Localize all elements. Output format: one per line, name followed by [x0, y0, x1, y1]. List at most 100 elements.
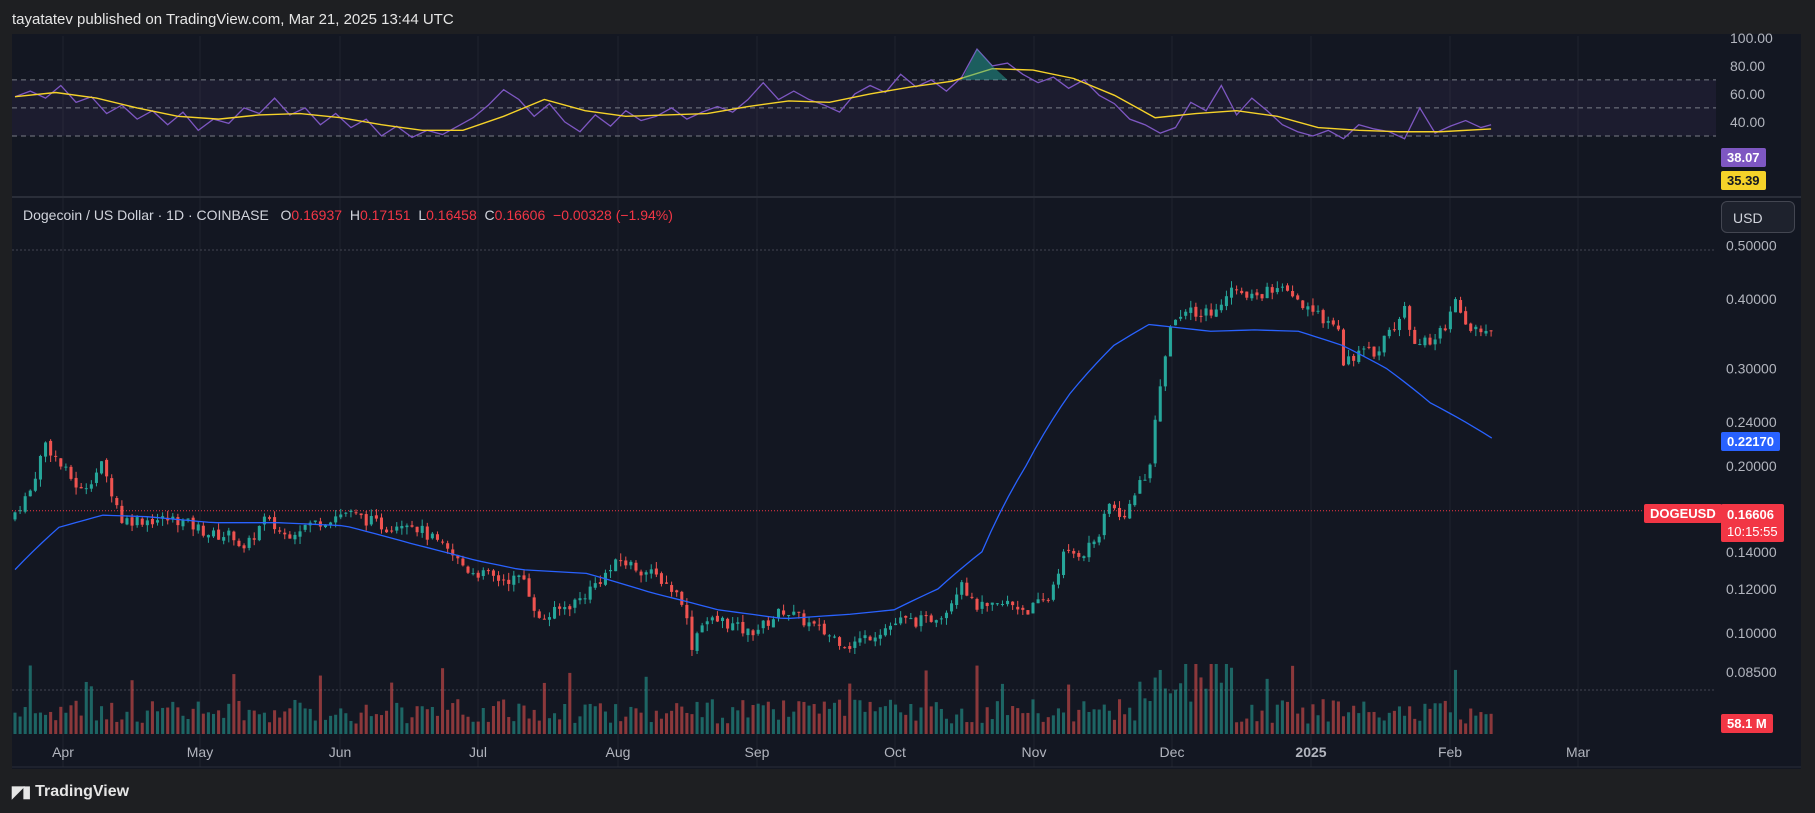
- volume-bar: [822, 701, 826, 734]
- volume-bar: [1240, 721, 1244, 734]
- candle-body: [1331, 320, 1335, 325]
- candle-body: [1194, 306, 1198, 317]
- price-value: 0.16606: [1727, 507, 1774, 522]
- volume-bar: [695, 701, 699, 734]
- candle-body: [761, 620, 765, 629]
- volume-bar: [379, 715, 384, 734]
- rsi-axis-tick: 60.00: [1730, 86, 1765, 102]
- volume-bar: [385, 710, 389, 734]
- volume-bar: [171, 701, 175, 734]
- candle-body: [975, 598, 979, 610]
- candle-body: [211, 530, 216, 537]
- volume-bar: [1194, 664, 1198, 734]
- candle-body: [476, 572, 480, 578]
- volume-bar: [1067, 684, 1071, 734]
- volume-bar: [349, 720, 353, 734]
- volume-bar: [1403, 715, 1407, 734]
- publisher-header: tayatatev published on TradingView.com, …: [12, 11, 454, 28]
- candle-body: [629, 561, 633, 566]
- volume-bar: [970, 722, 974, 734]
- volume-bar: [558, 719, 562, 734]
- candle-body: [970, 596, 974, 598]
- volume-bar: [18, 716, 22, 734]
- volume-bar: [1469, 708, 1473, 734]
- volume-bar: [1173, 689, 1178, 734]
- candle-body: [924, 615, 928, 617]
- candle-body: [1392, 329, 1396, 331]
- volume-bar: [1087, 711, 1091, 734]
- currency-selector[interactable]: USD: [1721, 201, 1795, 233]
- candle-body: [939, 618, 943, 620]
- volume-bar: [1112, 719, 1116, 734]
- candle-body: [1453, 299, 1457, 313]
- candle-body: [578, 598, 582, 601]
- candle-body: [965, 582, 969, 596]
- volume-bar: [110, 702, 114, 734]
- candle-body: [832, 636, 837, 638]
- rsi-axis-tick: 40.00: [1730, 114, 1765, 130]
- volume-bar: [451, 703, 455, 734]
- volume-bar: [527, 718, 531, 734]
- candle-body: [359, 513, 363, 516]
- volume-bar: [644, 676, 648, 734]
- symbol-name[interactable]: Dogecoin / US Dollar · 1D · COINBASE: [23, 207, 269, 223]
- price-axis[interactable]: 100.00 80.00 60.00 40.00 0.50000 0.40000 0.300…: [1726, 30, 1777, 680]
- candle-body: [690, 616, 694, 650]
- volume-bar: [105, 719, 109, 734]
- volume-bar: [344, 713, 348, 734]
- volume-bar: [1331, 700, 1335, 734]
- candle-body: [135, 517, 139, 526]
- rsi-value-tag: 38.07: [1721, 148, 1766, 167]
- volume-bar: [278, 717, 282, 734]
- volume-bar: [354, 723, 358, 734]
- candle-body: [1041, 599, 1045, 601]
- candle-body: [1087, 542, 1091, 558]
- volume-bar: [125, 711, 129, 734]
- candle-body: [1006, 600, 1010, 605]
- volume-bar: [257, 714, 261, 734]
- volume-bar: [1459, 719, 1463, 734]
- candle-body: [145, 520, 149, 526]
- time-axis-label: May: [187, 744, 213, 760]
- candle-body: [731, 623, 735, 631]
- candle-body: [726, 618, 730, 629]
- candle-body: [410, 525, 414, 527]
- volume-bar: [1311, 704, 1315, 734]
- change-value: −0.00328 (−1.94%): [553, 207, 673, 223]
- candle-body: [1031, 602, 1035, 614]
- candle-body: [817, 624, 821, 626]
- candle-body: [950, 603, 954, 612]
- volume-bar: [512, 721, 516, 734]
- volume-bar: [792, 711, 796, 734]
- volume-bar: [1265, 678, 1269, 734]
- candle-body: [807, 622, 811, 627]
- volume-bar: [634, 708, 638, 734]
- volume-bar: [914, 720, 918, 734]
- candle-body: [1352, 355, 1356, 361]
- low-value: 0.16458: [426, 207, 477, 223]
- volume-bar: [339, 708, 343, 734]
- volume-bar: [1041, 721, 1045, 734]
- time-axis-label: Oct: [884, 744, 906, 760]
- candle-body: [1382, 335, 1386, 353]
- candle-body: [379, 517, 384, 530]
- candle-body: [741, 621, 745, 634]
- volume-bar: [1479, 712, 1483, 734]
- candle-body: [1077, 553, 1081, 557]
- volume-bar: [1250, 704, 1254, 734]
- volume-bar: [217, 710, 221, 734]
- candle-body: [573, 599, 577, 608]
- volume-bar: [374, 714, 378, 734]
- candle-body: [217, 529, 221, 540]
- tradingview-brand[interactable]: ◤▮ TradingView: [12, 782, 129, 802]
- volume-bar: [94, 720, 98, 734]
- candle-body: [614, 559, 618, 572]
- candle-body: [446, 543, 450, 549]
- candle-body: [110, 478, 114, 497]
- candle-body: [461, 558, 465, 566]
- volume-bar: [1326, 721, 1330, 734]
- candle-body: [527, 578, 531, 597]
- candle-body: [929, 615, 933, 622]
- time-axis[interactable]: Apr May Jun Jul Aug Sep Oct Nov Dec 2025 Feb Mar: [12, 744, 1801, 768]
